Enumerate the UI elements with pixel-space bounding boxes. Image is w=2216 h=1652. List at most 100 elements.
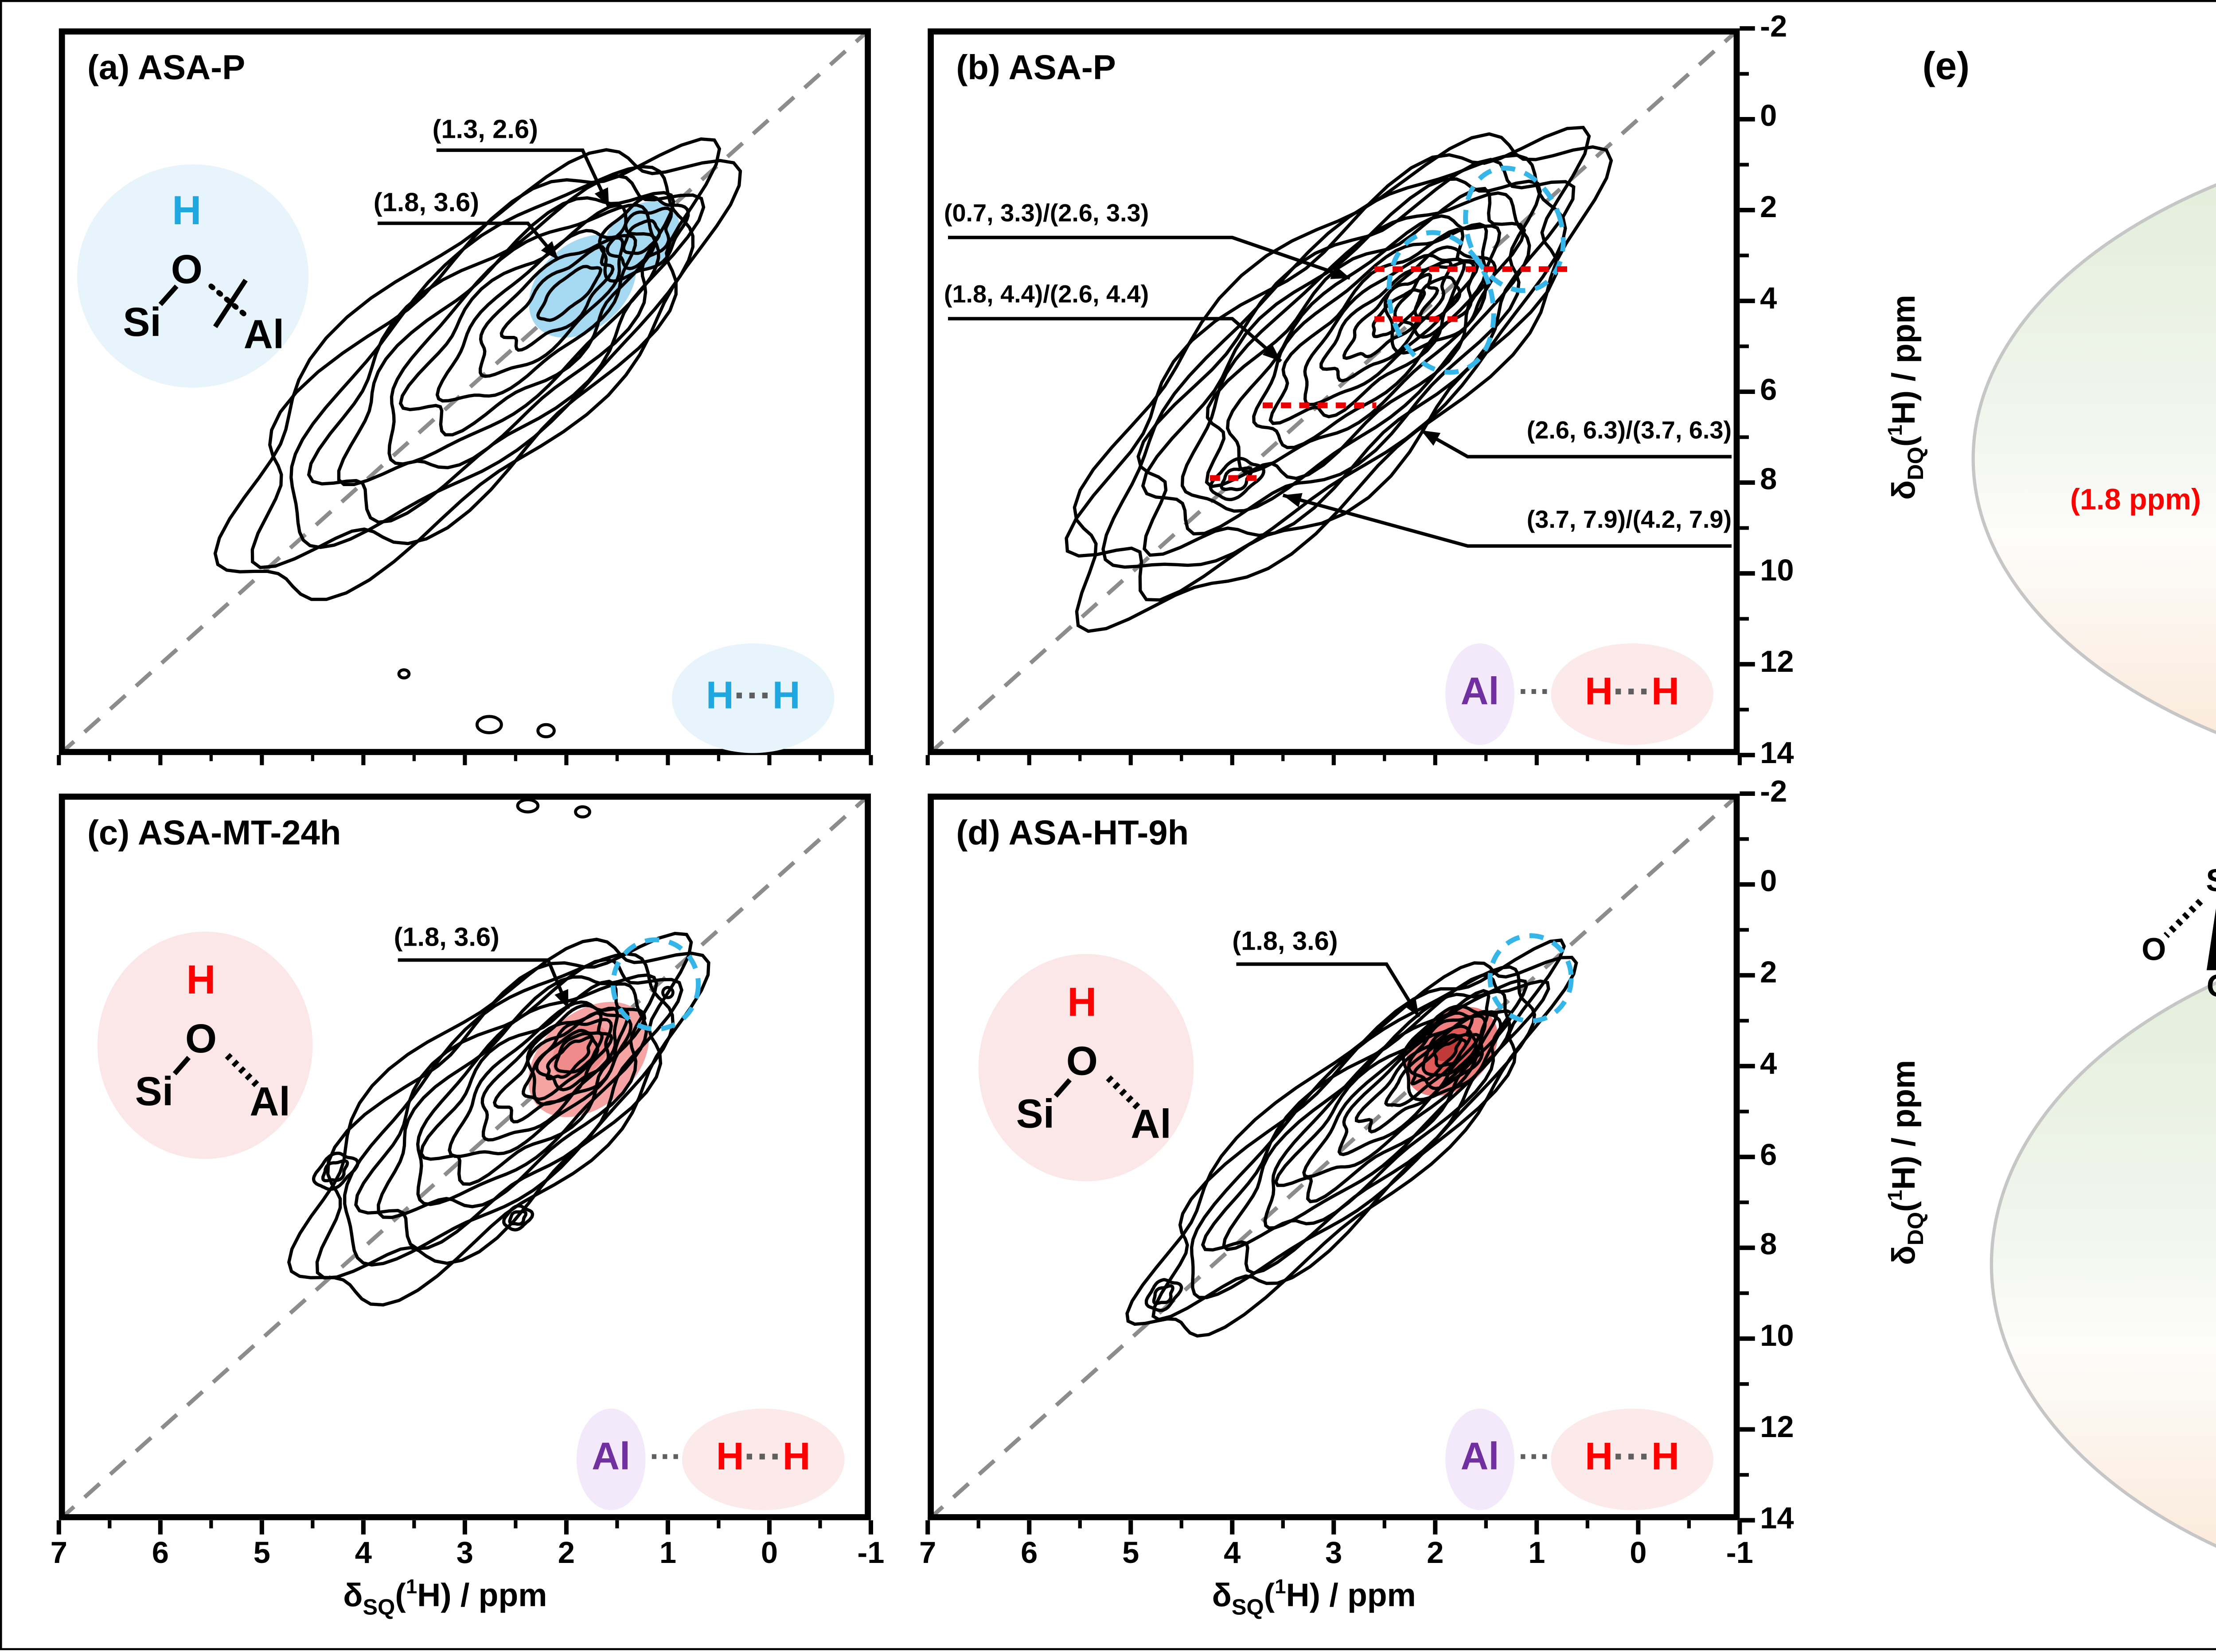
contour-line: [287, 938, 710, 1307]
annotation-leader: [1236, 962, 1420, 1018]
surface-ellipse-top: [1971, 183, 2216, 734]
legend-al-text: Al: [1460, 1437, 1499, 1480]
contour-line: [1432, 1035, 1468, 1068]
contour-line: [1222, 978, 1528, 1251]
bond: [213, 279, 248, 328]
y-tick-label: 8: [1760, 463, 1777, 498]
y-tick-label: 12: [1760, 1410, 1794, 1445]
hashed-bond: [1106, 1075, 1143, 1113]
contour-line: [387, 203, 660, 466]
y-tick-label: 14: [1760, 736, 1794, 771]
y-tick-label: 10: [1760, 554, 1794, 589]
contour-line: [535, 1018, 613, 1091]
arrowhead: [1283, 493, 1303, 507]
x-tick-label: 7: [919, 1536, 936, 1571]
bond: [158, 284, 179, 306]
cyan-dashed-ellipse: [610, 937, 701, 1032]
hashed-bond: [225, 1053, 262, 1091]
y-tick-label: 0: [1760, 865, 1777, 900]
contour-line: [289, 165, 694, 549]
legend-hh: H ··· H: [672, 643, 835, 753]
y-tick-label: 6: [1760, 372, 1777, 407]
contour-line: [546, 1035, 594, 1081]
contour-line: [1268, 227, 1480, 425]
contour-line: [1401, 1004, 1502, 1102]
panel-a: (a) ASA-P (1.3, 2.6) (1.8, 3.6) H O Si A…: [59, 28, 871, 755]
panel-b: (b) ASA-P (0.7, 3.3)/(2.6, 3.3) (1.8, 4.…: [928, 28, 1740, 755]
legend-hh: H ··· H: [1551, 643, 1713, 745]
y-axis-title: δDQ(1H) / ppm: [1885, 1060, 1929, 1265]
annotation-leader: [1282, 493, 1732, 548]
contour-line: [354, 958, 683, 1251]
contour-line: [1354, 1016, 1480, 1134]
contour-line: [321, 1159, 349, 1183]
contour-line: [1410, 1036, 1463, 1086]
small-contour: [574, 805, 592, 819]
y-tick-label: 8: [1760, 1228, 1777, 1263]
x-tick-label: 0: [761, 1536, 778, 1571]
small-contour: [397, 668, 411, 680]
legend-h: H: [782, 1437, 811, 1480]
atom-o: O: [185, 1018, 217, 1063]
contour-line: [479, 236, 624, 378]
small-contour: [661, 986, 675, 999]
x-tick-label: 3: [1325, 1536, 1342, 1571]
legend-dots: ···: [744, 1437, 783, 1480]
atom-si: Si: [135, 1071, 174, 1115]
contour-line: [315, 931, 693, 1280]
atom-o: O: [1066, 1040, 1098, 1085]
atom-h: H: [172, 190, 202, 235]
x-tick-label: 1: [1528, 1536, 1545, 1571]
legend-al-text: Al: [1460, 672, 1499, 715]
x-tick-label: 5: [253, 1536, 270, 1571]
legend-al: Al: [1445, 643, 1514, 745]
cyan-dashed-ellipse: [1386, 230, 1496, 375]
contour-line: [554, 1032, 600, 1074]
legend-dots: ···: [1613, 1437, 1652, 1480]
legend-dots: ···: [649, 1441, 682, 1476]
legend-dots: ···: [733, 676, 772, 719]
arrowhead: [1262, 343, 1281, 362]
small-contour: [536, 723, 556, 739]
bond: [172, 1056, 191, 1075]
annotation-leader: [436, 148, 611, 208]
contour-line: [598, 195, 690, 283]
x-tick-label: 2: [1427, 1536, 1444, 1571]
x-tick-label: -1: [857, 1536, 885, 1571]
x-axis-title: δSQ(1H) / ppm: [343, 1577, 547, 1621]
contour-line: [435, 229, 637, 403]
y-tick-label: 0: [1760, 100, 1777, 135]
peak-annotation: (1.8, 3.6): [373, 187, 480, 218]
peak-annotation: (1.8, 4.4)/(2.6, 4.4): [944, 280, 1149, 309]
arrowhead: [554, 989, 569, 1009]
contour-line: [1220, 466, 1253, 491]
diagonal-dashed-line: [59, 28, 871, 755]
annotation-leader: [948, 317, 1282, 363]
legend-al: Al: [576, 1408, 646, 1510]
contour-line: [1319, 260, 1453, 383]
contour-line: [526, 1003, 632, 1106]
contour-line: [416, 982, 648, 1206]
contour-line: [307, 174, 706, 524]
peak-annotation: (1.8, 3.6): [1232, 925, 1338, 956]
arrowhead: [594, 187, 609, 207]
contour-line: [377, 973, 659, 1219]
contour-line: [502, 1204, 534, 1231]
legend-h: H: [1651, 672, 1679, 715]
y-tick-label: -2: [1760, 9, 1787, 44]
contour-line: [1383, 245, 1497, 355]
panel-c-plot: [59, 793, 871, 1520]
atom-o: O: [171, 249, 203, 293]
panel-c: (c) ASA-MT-24h (1.8, 3.6) H O Si Al Al ·…: [59, 793, 871, 1520]
diagonal-dashed-line: [928, 793, 1740, 1520]
contour-line: [1065, 125, 1591, 602]
wedge-bond: [2206, 908, 2216, 970]
peak-annotation: (1.8, 3.6): [394, 921, 499, 952]
contour-line: [250, 137, 722, 569]
arrowhead: [1403, 997, 1419, 1017]
legend-h: H: [1585, 672, 1613, 715]
x-tick-label: 7: [50, 1536, 67, 1571]
contour-line: [1190, 965, 1537, 1299]
y-tick-label: 10: [1760, 1319, 1794, 1354]
